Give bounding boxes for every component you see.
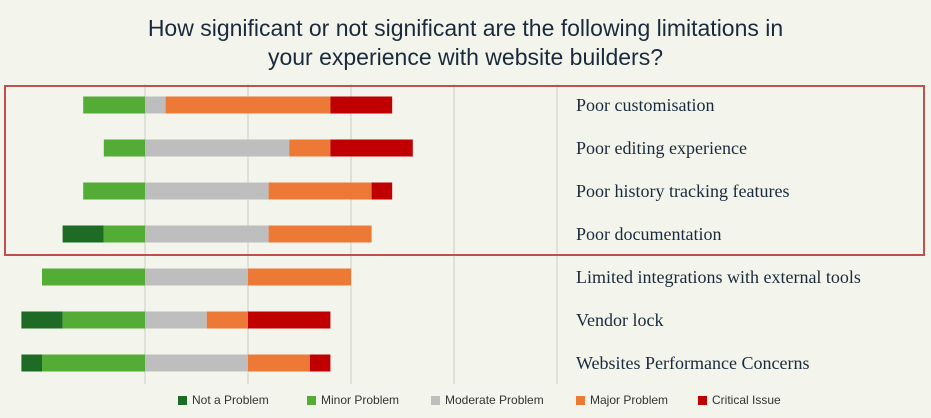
legend-label: Critical Issue: [712, 393, 781, 407]
category-label: Websites Performance Concerns: [576, 353, 809, 373]
bar-segment: [62, 311, 145, 329]
legend-label: Minor Problem: [321, 393, 399, 407]
chart-title-line-2: your experience with website builders?: [267, 44, 664, 70]
legend-label: Major Problem: [590, 393, 668, 407]
bar-segment: [83, 96, 145, 114]
bar-segment: [145, 268, 248, 286]
highlight-box: [4, 85, 925, 256]
category-label: Limited integrations with external tools: [576, 267, 861, 287]
bar-segment: [21, 311, 63, 329]
bar-segment: [103, 225, 145, 243]
bar-segment: [289, 139, 331, 157]
bar-segment: [248, 311, 331, 329]
bar-segment: [145, 182, 269, 200]
bar-segment: [248, 268, 351, 286]
bar-segment: [83, 182, 145, 200]
bar-segment: [268, 182, 372, 200]
bar-segment: [165, 96, 331, 114]
legend-swatch: [576, 396, 585, 405]
chart-title: How significant or not significant are t…: [0, 14, 931, 72]
category-label: Poor history tracking features: [576, 181, 789, 201]
chart-title-line-1: How significant or not significant are t…: [147, 15, 784, 41]
bar-segment: [62, 225, 104, 243]
bar-segment: [145, 311, 207, 329]
legend-label: Moderate Problem: [445, 393, 544, 407]
bar-segment: [145, 139, 290, 157]
category-label: Poor editing experience: [576, 138, 747, 158]
category-label: Vendor lock: [576, 310, 663, 330]
bar-segment: [21, 354, 42, 372]
bar-segment: [330, 96, 393, 114]
bar-segment: [309, 354, 331, 372]
category-label: Poor customisation: [576, 95, 715, 115]
legend-label: Not a Problem: [192, 393, 269, 407]
bar-segment: [145, 225, 269, 243]
bar-segment: [42, 268, 145, 286]
bar-segment: [206, 311, 248, 329]
bar-segment: [330, 139, 413, 157]
legend-swatch: [178, 396, 187, 405]
bar-segment: [145, 354, 248, 372]
category-label: Poor documentation: [576, 224, 721, 244]
bar-segment: [103, 139, 145, 157]
legend-swatch: [307, 396, 316, 405]
legend-swatch: [698, 396, 707, 405]
bar-segment: [268, 225, 372, 243]
bar-segment: [371, 182, 393, 200]
bar-segment: [248, 354, 310, 372]
bar-segment: [145, 96, 166, 114]
bar-segment: [42, 354, 145, 372]
legend-swatch: [431, 396, 440, 405]
